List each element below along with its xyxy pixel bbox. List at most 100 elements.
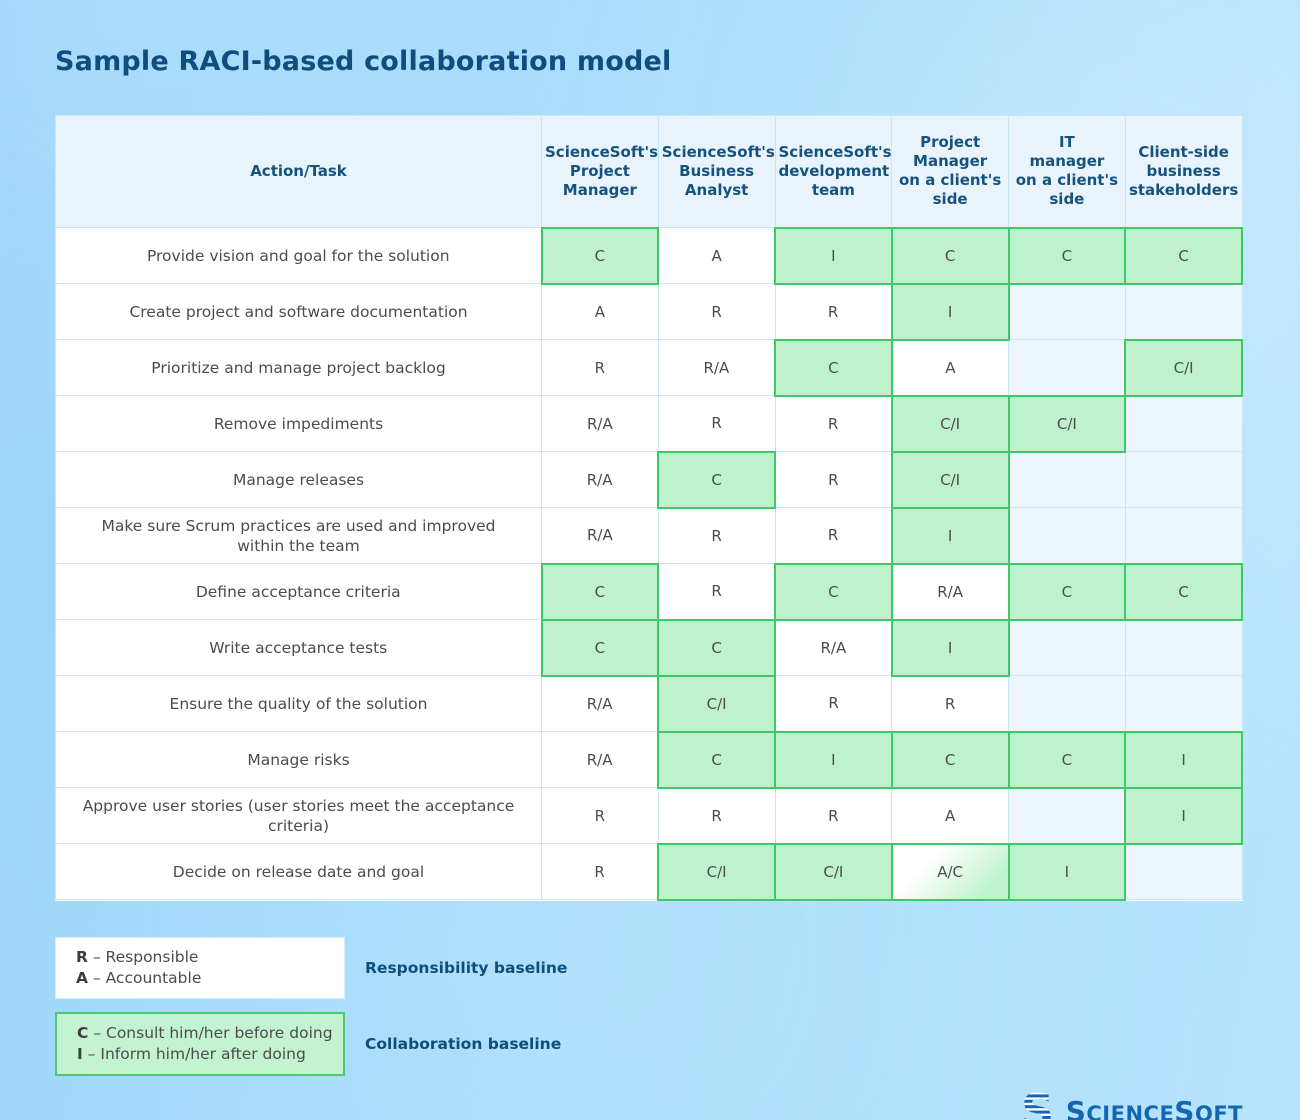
column-header: ScienceSoft's Project Manager — [541, 115, 659, 228]
raci-cell-highlighted: C/I — [890, 450, 1010, 509]
raci-cell-highlighted: C — [657, 450, 776, 509]
task-cell: Manage releases — [55, 451, 542, 508]
raci-cell-highlighted: C — [1007, 730, 1127, 789]
raci-cell: A — [891, 787, 1009, 844]
collaboration-baseline-label: Collaboration baseline — [365, 1034, 562, 1053]
raci-cell-highlighted: C — [890, 730, 1010, 789]
legend-item: C – Consult him/her before doing — [77, 1023, 333, 1042]
raci-cell: A — [541, 283, 659, 340]
raci-cell-highlighted: C — [1124, 226, 1243, 285]
legend-item: A – Accountable — [76, 968, 202, 987]
raci-cell-highlighted: C/I — [774, 842, 893, 901]
table-row: Define acceptance criteria C R C R/A C C — [55, 562, 1243, 621]
raci-cell-highlighted: I — [890, 506, 1010, 565]
raci-cell-highlighted: C/I — [1007, 394, 1127, 453]
table-row: Create project and software documentatio… — [55, 282, 1243, 341]
raci-cell-highlighted: C — [890, 226, 1010, 285]
legend-item: I – Inform him/her after doing — [77, 1044, 306, 1063]
raci-cell — [1008, 787, 1126, 844]
table-row: Prioritize and manage project backlog R R/… — [55, 338, 1243, 397]
column-header: IT manager on a client's side — [1008, 115, 1126, 228]
raci-cell: R/A — [657, 339, 776, 396]
raci-cell — [1124, 843, 1243, 900]
raci-cell — [1008, 619, 1126, 676]
raci-cell: R — [657, 283, 776, 340]
raci-cell — [1124, 283, 1243, 340]
svg-text:S: S — [1022, 1089, 1054, 1120]
raci-cell — [1124, 675, 1243, 732]
raci-cell — [1008, 339, 1126, 396]
raci-cell: R — [657, 507, 776, 564]
task-cell: Prioritize and manage project backlog — [55, 339, 542, 396]
raci-cell-highlighted: I — [890, 282, 1010, 341]
table-row: Write acceptance tests C C R/A I — [55, 618, 1243, 677]
responsibility-baseline-label: Responsibility baseline — [365, 958, 568, 977]
raci-table-body: Provide vision and goal for the solution… — [55, 226, 1243, 901]
raci-cell: R/A — [541, 731, 659, 788]
sciencesoft-s-icon: S — [1021, 1084, 1058, 1120]
raci-cell: R/A — [541, 675, 659, 732]
raci-cell: R/A — [891, 563, 1009, 620]
raci-cell: R — [657, 787, 776, 844]
raci-cell: R — [891, 675, 1009, 732]
raci-cell-highlighted: C — [540, 226, 660, 285]
raci-cell-highlighted: C — [774, 562, 893, 621]
sciencesoft-logo: S ScienceSoft — [55, 1084, 1245, 1120]
raci-cell-highlighted: C/I — [890, 394, 1010, 453]
table-row: Remove impediments R/A R R C/I C/I — [55, 394, 1243, 453]
task-cell: Create project and software documentatio… — [55, 283, 542, 340]
raci-cell — [1008, 675, 1126, 732]
raci-cell-highlighted: C — [1007, 226, 1127, 285]
raci-cell: R/A — [541, 395, 659, 452]
task-cell: Make sure Scrum practices are used and i… — [55, 507, 542, 564]
raci-cell: R — [541, 339, 659, 396]
raci-cell-highlighted: C — [774, 338, 893, 397]
table-row: Ensure the quality of the solution R/A C/I… — [55, 674, 1243, 733]
raci-cell — [1008, 283, 1126, 340]
raci-cell — [1008, 451, 1126, 508]
raci-cell: A — [891, 339, 1009, 396]
raci-cell: R — [774, 395, 893, 452]
raci-cell — [1008, 507, 1126, 564]
raci-cell — [1124, 507, 1243, 564]
task-cell: Write acceptance tests — [55, 619, 542, 676]
raci-cell-highlighted: C — [657, 618, 776, 677]
column-header: Project Manager on a client's side — [891, 115, 1009, 228]
raci-cell: R — [541, 787, 659, 844]
column-header: ScienceSoft's development team — [774, 115, 893, 228]
table-row: Make sure Scrum practices are used and i… — [55, 506, 1243, 565]
raci-cell-highlighted: C — [540, 618, 660, 677]
sciencesoft-logo-text: ScienceSoft — [1065, 1095, 1243, 1120]
table-row: Decide on release date and goal R C/I C/I A/… — [55, 842, 1243, 901]
raci-cell: R/A — [774, 619, 893, 676]
raci-cell: R — [774, 283, 893, 340]
raci-cell: R — [657, 395, 776, 452]
raci-cell: A — [657, 227, 776, 284]
task-cell: Decide on release date and goal — [55, 843, 542, 900]
raci-cell — [1124, 619, 1243, 676]
task-cell: Remove impediments — [55, 395, 542, 452]
raci-cell: R — [774, 675, 893, 732]
column-header: Client-side business stakeholders — [1124, 115, 1243, 228]
raci-cell: R — [541, 843, 659, 900]
table-row: Manage releases R/A C R C/I — [55, 450, 1243, 509]
task-cell: Approve user stories (user stories meet … — [55, 787, 542, 844]
raci-cell-highlighted: C/I — [657, 842, 776, 901]
raci-cell-highlighted: C — [1007, 562, 1127, 621]
collaboration-legend-box: C – Consult him/her before doing I – Info… — [55, 1011, 345, 1076]
raci-cell-highlighted: C — [1124, 562, 1243, 621]
column-header: ScienceSoft's Business Analyst — [657, 115, 776, 228]
legend: R – Responsible A – Accountable Responsib… — [55, 936, 1245, 1076]
raci-table-header: Action/Task ScienceSoft's Project Manager S… — [55, 115, 1243, 228]
raci-table: Action/Task ScienceSoft's Project Manager S… — [55, 115, 1243, 901]
raci-cell — [1124, 451, 1243, 508]
raci-cell-highlighted: C/I — [1124, 338, 1243, 397]
raci-cell-highlighted: C — [657, 730, 776, 789]
raci-cell-highlighted: C — [540, 562, 660, 621]
legend-row-responsibility: R – Responsible A – Accountable Responsib… — [55, 936, 1245, 999]
raci-cell: R/A — [541, 507, 659, 564]
header-row: Action/Task ScienceSoft's Project Manager S… — [55, 115, 1243, 228]
raci-cell-highlighted: I — [1124, 786, 1243, 845]
raci-cell-highlighted: I — [1124, 730, 1243, 789]
page-title: Sample RACI-based collaboration model — [55, 46, 672, 77]
